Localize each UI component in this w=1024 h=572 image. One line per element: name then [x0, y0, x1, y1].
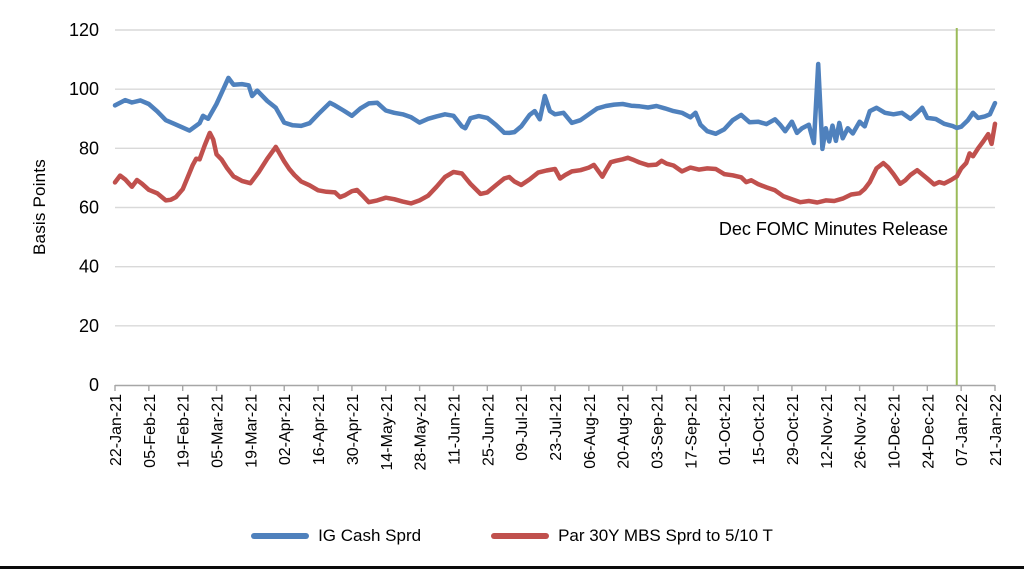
x-tick-label: 15-Oct-21 [751, 394, 768, 465]
series-line-ig-cash-sprd [112, 61, 998, 152]
x-tick-label: 16-Apr-21 [311, 394, 328, 465]
y-tick-label: 100 [69, 79, 99, 99]
x-tick-label: 22-Jan-21 [108, 394, 125, 466]
legend-swatch-red-line [491, 533, 550, 539]
legend-item-ig-cash-sprd: IG Cash Sprd [251, 526, 421, 546]
x-tick-label: 06-Aug-21 [582, 394, 599, 469]
x-tick-label: 02-Apr-21 [277, 394, 294, 465]
x-tick-label: 20-Aug-21 [616, 394, 633, 469]
legend-item-mbs-sprd: Par 30Y MBS Sprd to 5/10 T [491, 526, 773, 546]
x-tick-label: 25-Jun-21 [480, 394, 497, 466]
legend-label-mbs-sprd: Par 30Y MBS Sprd to 5/10 T [558, 526, 773, 545]
series-line-mbs-sprd [112, 121, 998, 206]
x-tick-label: 05-Mar-21 [210, 394, 227, 468]
x-tick-label: 29-Oct-21 [785, 394, 802, 465]
x-tick-label: 14-May-21 [379, 394, 396, 471]
x-tick-label: 09-Jul-21 [514, 394, 531, 461]
x-tick-label: 21-Jan-22 [988, 394, 1005, 466]
x-tick-label: 10-Dec-21 [886, 394, 903, 469]
bottom-divider [0, 566, 1024, 569]
x-tick-label: 26-Nov-21 [853, 394, 870, 469]
legend-swatch-blue-line [251, 533, 310, 539]
y-tick-label: 0 [89, 375, 99, 395]
x-tick-label: 05-Feb-21 [142, 394, 159, 468]
y-tick-label: 20 [79, 316, 99, 336]
y-axis-title: Basis Points [30, 159, 49, 255]
x-tick-label: 11-Jun-21 [446, 394, 463, 465]
x-tick-label: 19-Mar-21 [243, 394, 260, 468]
x-tick-label: 28-May-21 [413, 394, 430, 471]
y-tick-label: 120 [69, 20, 99, 40]
legend: IG Cash Sprd Par 30Y MBS Sprd to 5/10 T [0, 526, 1024, 546]
x-tick-label: 03-Sep-21 [650, 394, 667, 469]
x-tick-label: 30-Apr-21 [345, 394, 362, 465]
y-tick-label: 60 [79, 198, 99, 218]
x-tick-label: 07-Jan-22 [954, 394, 971, 466]
x-tick-label: 23-Jul-21 [548, 394, 565, 461]
x-tick-label: 19-Feb-21 [176, 394, 193, 468]
event-annotation: Dec FOMC Minutes Release [718, 219, 948, 239]
legend-label-ig-cash-sprd: IG Cash Sprd [318, 526, 422, 545]
y-tick-label: 40 [79, 257, 99, 277]
x-tick-label: 24-Dec-21 [920, 394, 937, 469]
x-tick-label: 17-Sep-21 [683, 394, 700, 469]
x-tick-label: 01-Oct-21 [717, 394, 734, 465]
x-tick-label: 12-Nov-21 [819, 394, 836, 469]
y-tick-label: 80 [79, 138, 99, 158]
